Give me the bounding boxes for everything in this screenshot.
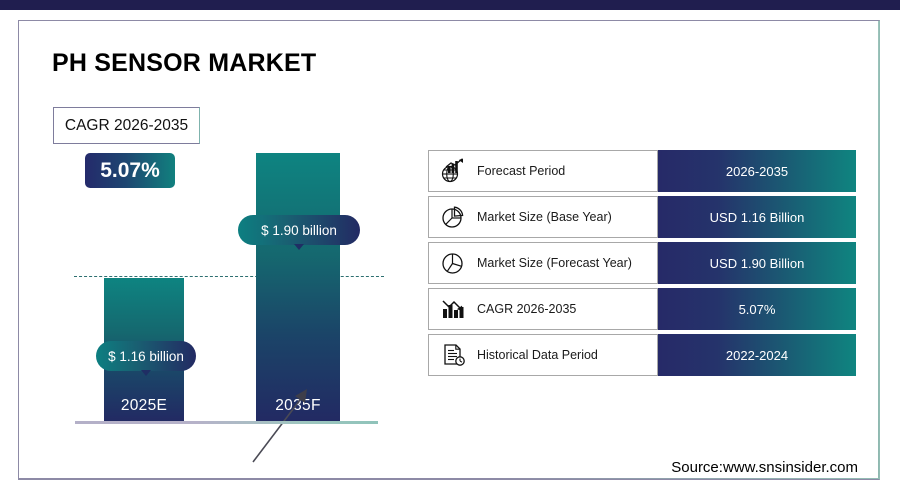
row-label-cell: Forecast Period [428, 150, 658, 192]
reference-dashed-line [74, 276, 384, 277]
row-label-text: Forecast Period [477, 164, 566, 178]
row-value-text: 5.07% [738, 301, 776, 317]
bar-label-2025e: 2025E [120, 397, 168, 414]
row-label-text: Market Size (Base Year) [477, 210, 612, 224]
cagr-value-badge: 5.07% [85, 153, 175, 188]
bar-chart: 2025E 2035F $ 1.16 billion $ 1.90 billio… [60, 100, 390, 463]
document-clock-icon [437, 340, 471, 370]
cagr-label-text: CAGR 2026-2035 [64, 116, 189, 134]
chart-baseline [75, 421, 378, 424]
cagr-label-box: CAGR 2026-2035 [53, 107, 200, 144]
bar-label-2035f: 2035F [275, 397, 321, 414]
row-label-cell: Market Size (Forecast Year) [428, 242, 658, 284]
row-value-cell: 2022-2024 [658, 334, 856, 376]
row-label-cell: CAGR 2026-2035 [428, 288, 658, 330]
table-row: Market Size (Forecast Year) USD 1.90 Bil… [428, 242, 856, 284]
growth-arrow-icon [245, 380, 320, 470]
globe-growth-chart-icon [437, 156, 471, 186]
value-callout-2035f: $ 1.90 billion [238, 215, 360, 250]
row-value-cell: 5.07% [658, 288, 856, 330]
market-info-table: Forecast Period 2026-2035 Market Size (B [428, 150, 856, 380]
row-value-cell: USD 1.90 Billion [658, 242, 856, 284]
table-row: Forecast Period 2026-2035 [428, 150, 856, 192]
value-callout-2025e: $ 1.16 billion [96, 341, 196, 376]
row-value-cell: USD 1.16 Billion [658, 196, 856, 238]
frame-bottom-accent [19, 477, 879, 479]
row-value-cell: 2026-2035 [658, 150, 856, 192]
pie-chart-icon [437, 248, 471, 278]
row-label-cell: Historical Data Period [428, 334, 658, 376]
table-row: Market Size (Base Year) USD 1.16 Billion [428, 196, 856, 238]
row-label-text: Market Size (Forecast Year) [477, 256, 632, 270]
frame-right-accent [877, 21, 879, 479]
pie-chart-exploded-icon [437, 202, 471, 232]
value-callout-2035f-text: $ 1.90 billion [261, 222, 337, 238]
value-callout-2025e-text: $ 1.16 billion [108, 348, 184, 364]
table-row: CAGR 2026-2035 5.07% [428, 288, 856, 330]
row-value-text: USD 1.90 Billion [709, 255, 805, 271]
row-label-text: Historical Data Period [477, 348, 598, 362]
table-row: Historical Data Period 2022-2024 [428, 334, 856, 376]
source-attribution: Source:www.snsinsider.com [671, 459, 858, 476]
bar-chart-trend-icon [437, 294, 471, 324]
row-label-cell: Market Size (Base Year) [428, 196, 658, 238]
row-value-text: USD 1.16 Billion [709, 209, 805, 225]
row-value-text: 2026-2035 [725, 163, 789, 179]
page-title: PH SENSOR MARKET [52, 49, 317, 77]
row-value-text: 2022-2024 [725, 347, 789, 363]
cagr-value-text: 5.07% [100, 158, 160, 182]
bar-2035f: 2035F [256, 153, 340, 421]
row-label-text: CAGR 2026-2035 [477, 302, 577, 316]
top-navy-bar [0, 0, 900, 10]
